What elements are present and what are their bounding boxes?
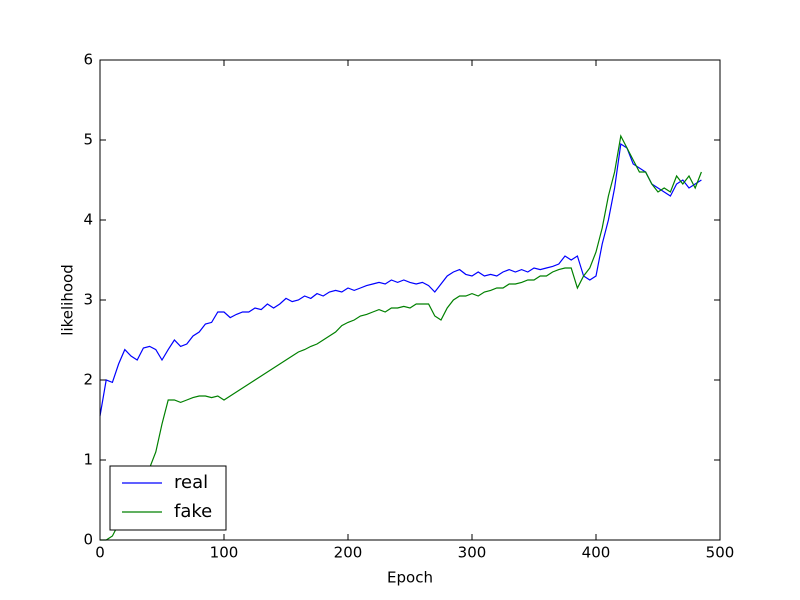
x-axis-label: Epoch: [387, 569, 433, 587]
legend: real fake: [109, 465, 227, 531]
y-axis-label: likelihood: [59, 264, 77, 335]
y-tick-label: 3: [83, 291, 93, 309]
legend-label: real: [174, 472, 208, 493]
x-tick-label: 300: [458, 544, 487, 562]
y-tick-label: 1: [83, 451, 93, 469]
y-tick-label: 5: [83, 131, 93, 149]
y-tick-label: 0: [83, 531, 93, 549]
x-tick-label: 400: [582, 544, 611, 562]
line-series: [99, 142, 702, 417]
y-tick-label: 6: [83, 51, 93, 69]
x-tick-label: 200: [334, 544, 363, 562]
line-series: [100, 134, 702, 541]
y-tick-label: 4: [83, 211, 93, 229]
x-tick-label: 100: [210, 544, 239, 562]
legend-label: fake: [174, 501, 212, 522]
legend-frame: [109, 465, 227, 531]
y-tick-label: 2: [83, 371, 93, 389]
plot-frame: [99, 59, 721, 541]
x-tick-label: 0: [95, 544, 105, 562]
x-tick-label: 500: [706, 544, 735, 562]
